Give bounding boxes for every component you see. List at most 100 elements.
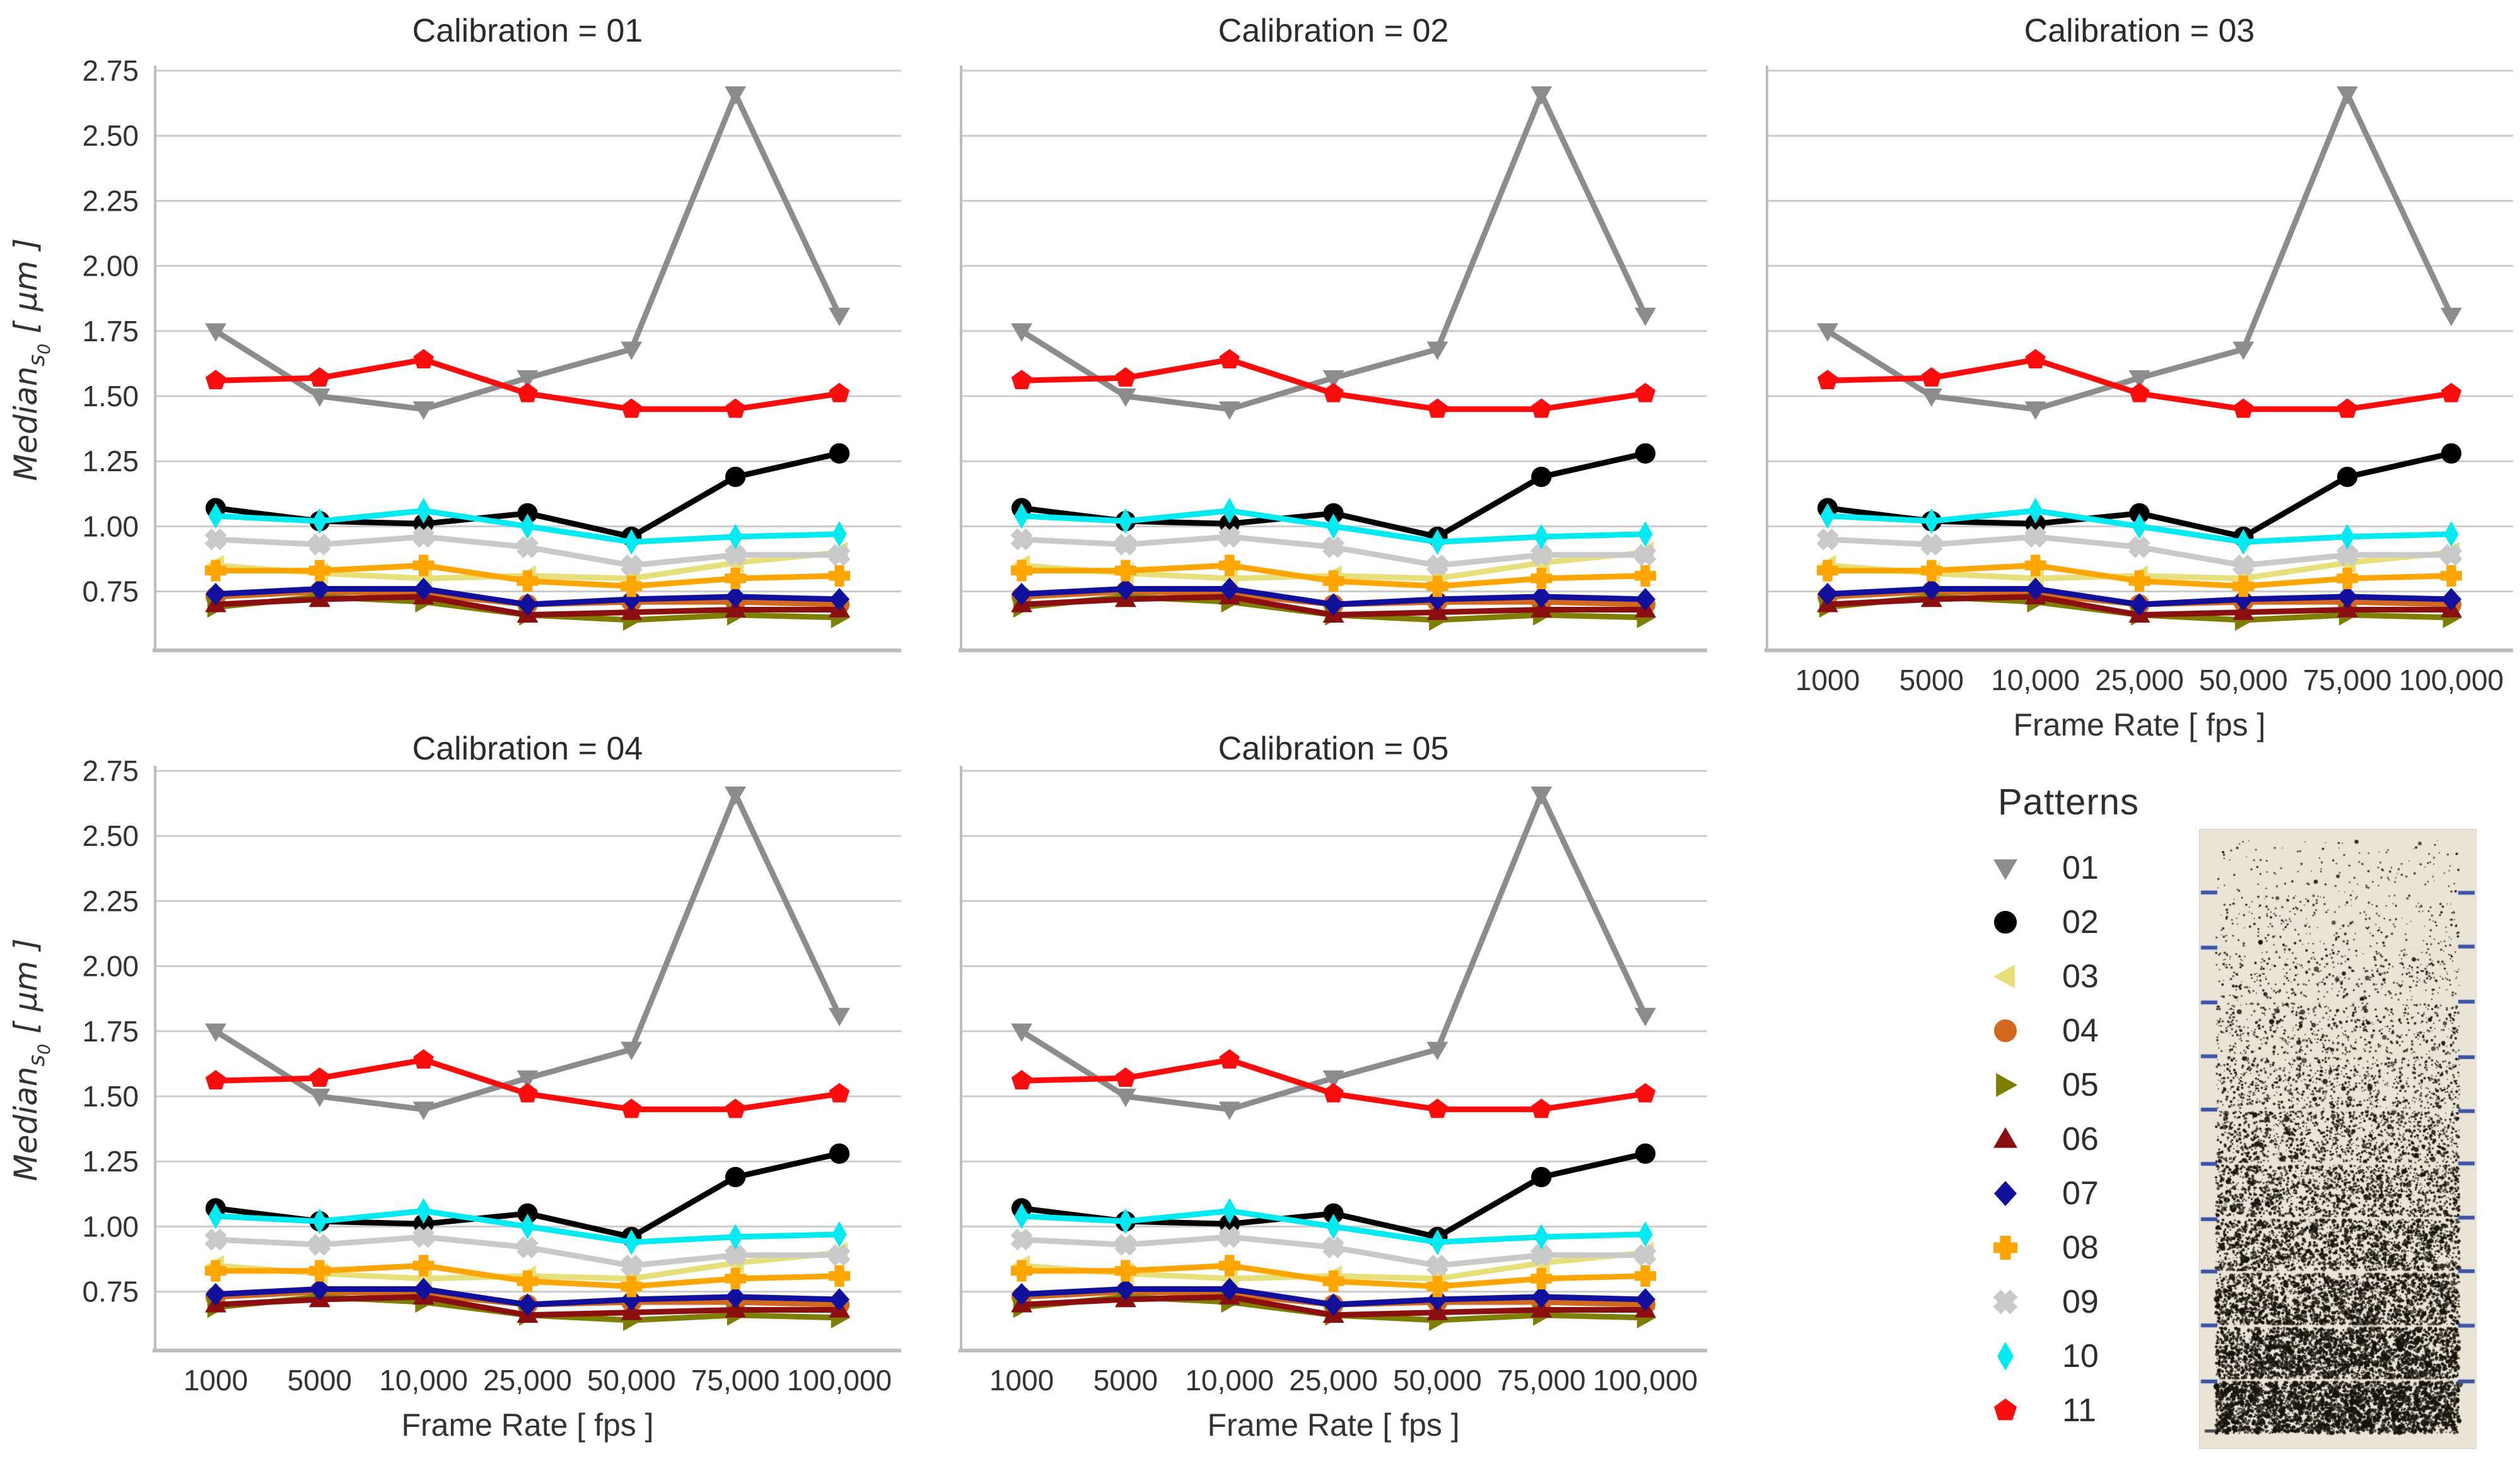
x-tick-label: 25,000 <box>483 1364 572 1397</box>
facet-panel-04: Calibration = 04 0.75 1.00 1.25 1.50 1.75 2.00… <box>8 730 901 1443</box>
facet-panel-03: Calibration = 03 1000 5000 10,000 25,000 50,0… <box>1765 13 2513 742</box>
legend-item-label: 06 <box>2062 1121 2099 1158</box>
series-10 <box>208 498 847 555</box>
series-07 <box>1011 577 1656 616</box>
legend-item-09: 09 <box>1930 1275 2207 1329</box>
legend-item-10: 10 <box>1930 1329 2207 1383</box>
thin-diamond-marker-icon <box>1997 1342 2014 1371</box>
x-axis-title: Frame Rate [ fps ] <box>1207 1407 1459 1443</box>
y-tick-label: 1.25 <box>82 1145 139 1178</box>
series-11 <box>1011 1049 1656 1118</box>
legend-item-label: 10 <box>2062 1338 2099 1375</box>
x-axis-title: Frame Rate [ fps ] <box>401 1407 653 1443</box>
legend-item-label: 11 <box>2062 1392 2096 1429</box>
x-tick-label: 25,000 <box>2095 664 2184 696</box>
facet-panel-01: Calibration = 01 0.75 1.00 1.25 1.50 1.75 2.00… <box>8 13 901 652</box>
diamond-marker-icon <box>1993 1181 2017 1206</box>
y-axis-title: Medians0 [ μm ] <box>8 938 54 1181</box>
x-tick-label: 10,000 <box>1185 1364 1274 1397</box>
series-11 <box>205 349 850 418</box>
x-filled-marker-icon <box>1993 1289 2018 1315</box>
legend-item-label: 09 <box>2062 1284 2099 1320</box>
x-tick-label: 75,000 <box>1497 1364 1586 1397</box>
panel-title: Calibration = 05 <box>1218 730 1449 767</box>
y-tick-label: 0.75 <box>82 1275 139 1308</box>
y-tick-label: 1.00 <box>82 1210 139 1243</box>
y-tick-label: 1.25 <box>82 445 139 478</box>
y-tick-label: 2.50 <box>82 119 139 152</box>
y-tick-label: 2.25 <box>82 884 139 917</box>
x-tick-label: 100,000 <box>2399 664 2504 696</box>
x-tick-label: 50,000 <box>1393 1364 1482 1397</box>
x-tick-label: 25,000 <box>1289 1364 1378 1397</box>
y-tick-label: 1.00 <box>82 510 139 542</box>
series-10 <box>208 1198 847 1255</box>
series-10 <box>1820 498 2459 555</box>
circle-marker-icon <box>1993 1019 2017 1043</box>
series-07 <box>1011 1277 1656 1316</box>
panel-title: Calibration = 01 <box>412 13 643 49</box>
x-tick-label: 100,000 <box>1593 1364 1698 1397</box>
speckle-pattern-image <box>2199 829 2476 1449</box>
series-09 <box>204 525 851 577</box>
legend-item-label: 01 <box>2062 850 2099 886</box>
series-01 <box>1011 86 1656 420</box>
panel-title: Calibration = 02 <box>1218 13 1449 49</box>
series-10 <box>1014 498 1653 555</box>
series-08 <box>1011 554 1656 597</box>
series-09 <box>1010 1226 1657 1277</box>
panel-title: Calibration = 03 <box>2024 13 2255 49</box>
x-tick-label: 10,000 <box>1991 664 2080 696</box>
triangle-right-marker-icon <box>1996 1073 2017 1097</box>
pentagon-marker-icon <box>1993 1399 2017 1421</box>
triangle-down-marker-icon <box>1993 859 2017 880</box>
legend-item-07: 07 <box>1930 1166 2207 1221</box>
legend-item-11: 11 <box>1930 1383 2207 1438</box>
series-08 <box>205 554 850 597</box>
y-tick-label: 1.75 <box>82 1015 139 1048</box>
panel-title: Calibration = 04 <box>412 730 643 767</box>
legend-item-06: 06 <box>1930 1112 2207 1166</box>
x-tick-label: 1000 <box>1795 664 1860 696</box>
circle-marker-icon <box>1993 910 2017 934</box>
series-08 <box>1817 554 2462 597</box>
series-07 <box>205 1277 850 1316</box>
facet-panel-02: Calibration = 02 <box>959 13 1707 652</box>
y-tick-label: 2.75 <box>82 754 139 787</box>
legend-item-08: 08 <box>1930 1221 2207 1275</box>
facet-panel-05: Calibration = 05 1000 5000 10,000 25,000 50,0… <box>959 730 1707 1443</box>
series-07 <box>205 577 850 616</box>
legend-item-label: 02 <box>2062 904 2099 941</box>
y-tick-label: 2.00 <box>82 250 139 283</box>
legend-item-02: 02 <box>1930 895 2207 949</box>
x-tick-label: 1000 <box>184 1364 248 1397</box>
series-11 <box>205 1049 850 1118</box>
x-tick-label: 50,000 <box>2199 664 2288 696</box>
legend-item-01: 01 <box>1930 841 2207 895</box>
plus-marker-icon <box>1993 1236 2017 1260</box>
x-tick-label: 5000 <box>288 1364 352 1397</box>
legend-item-03: 03 <box>1930 949 2207 1004</box>
legend-item-05: 05 <box>1930 1058 2207 1112</box>
legend: Patterns 01 02 03 04 05 06 07 08 09 10 11 <box>1930 781 2207 1438</box>
series-10 <box>1014 1198 1653 1255</box>
legend-items: 01 02 03 04 05 06 07 08 09 10 11 <box>1930 841 2207 1438</box>
y-axis-title: Medians0 [ μm ] <box>8 238 54 481</box>
x-axis-title: Frame Rate [ fps ] <box>2013 707 2265 742</box>
series-09 <box>204 1226 851 1277</box>
series-08 <box>1011 1255 1656 1298</box>
triangle-left-marker-icon <box>1993 965 2015 988</box>
series-07 <box>1817 577 2462 616</box>
series-01 <box>205 786 850 1120</box>
x-tick-label: 100,000 <box>787 1364 892 1397</box>
legend-item-label: 07 <box>2062 1175 2099 1212</box>
x-tick-label: 1000 <box>989 1364 1054 1397</box>
y-tick-label: 2.00 <box>82 950 139 983</box>
series-11 <box>1817 349 2462 418</box>
series-01 <box>205 86 850 420</box>
series-01 <box>1817 86 2462 420</box>
x-tick-label: 75,000 <box>691 1364 780 1397</box>
x-tick-label: 10,000 <box>379 1364 468 1397</box>
legend-title: Patterns <box>1998 782 2139 823</box>
